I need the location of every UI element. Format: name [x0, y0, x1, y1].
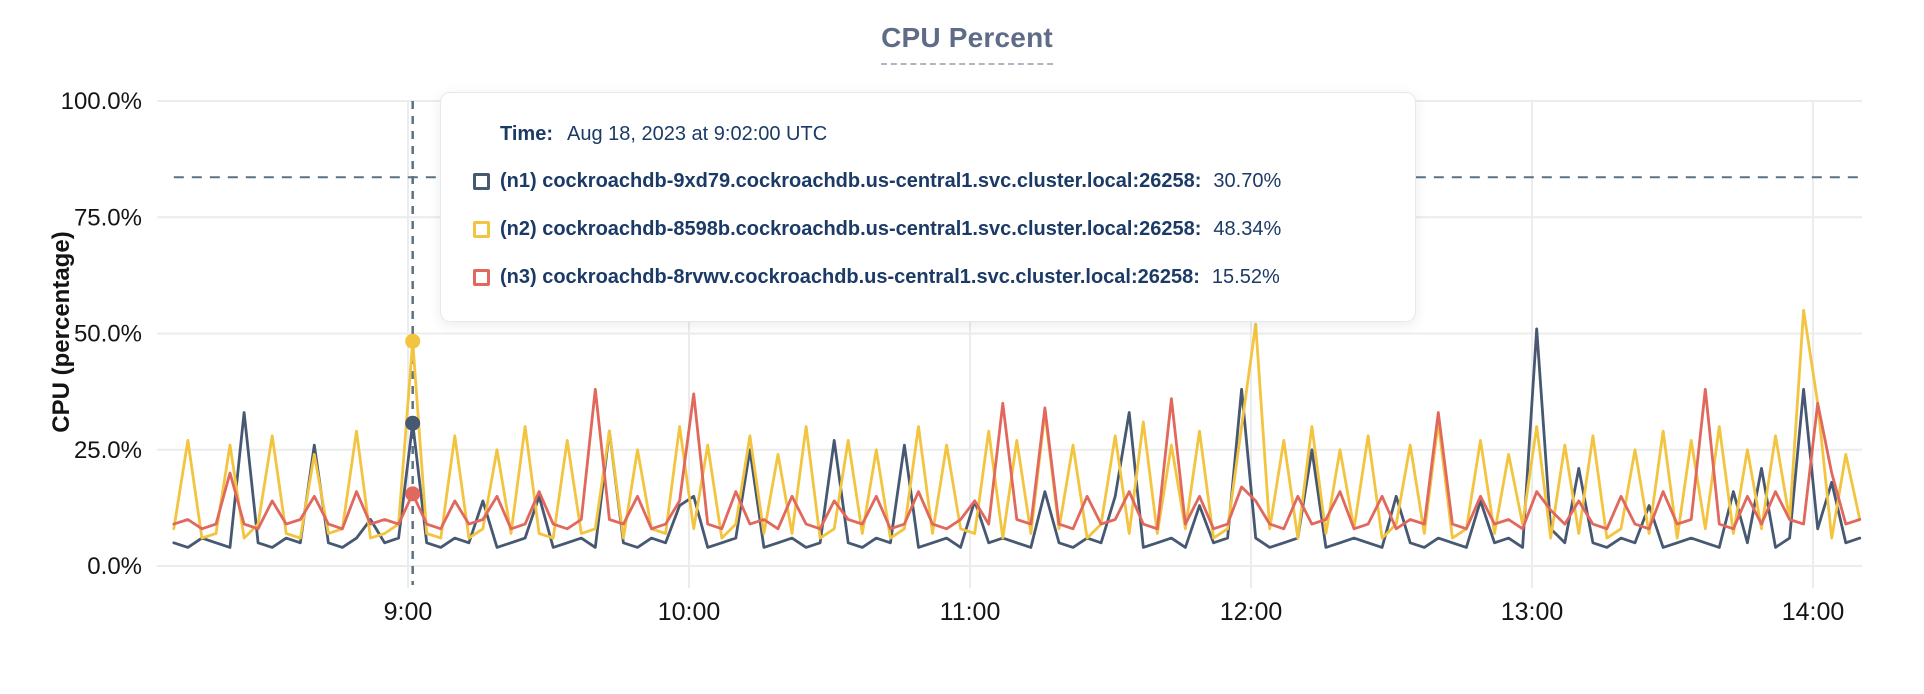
series-n3-swatch-icon: [473, 269, 490, 286]
y-axis-tick-label: 50.0%: [74, 321, 142, 348]
chart-hover-tooltip: Time: Aug 18, 2023 at 9:02:00 UTC (n1) c…: [440, 92, 1416, 322]
series-n1-swatch-icon: [473, 173, 490, 190]
y-axis-tick-label: 100.0%: [61, 88, 142, 115]
tooltip-series-row-n1: (n1) cockroachdb-9xd79.cockroachdb.us-ce…: [473, 170, 1383, 193]
x-axis-tick-label: 10:00: [658, 598, 721, 626]
series-n2-swatch-icon: [473, 221, 490, 238]
hover-point-n3: [405, 486, 421, 502]
series-line-n2[interactable]: [172, 308, 1862, 540]
series-n2-value: 48.34%: [1213, 218, 1282, 240]
series-n1-value: 30.70%: [1213, 170, 1282, 192]
x-axis-tick-label: 12:00: [1220, 598, 1283, 626]
tooltip-series-row-n3: (n3) cockroachdb-8rvwv.cockroachdb.us-ce…: [473, 266, 1383, 289]
series-n1-label: (n1) cockroachdb-9xd79.cockroachdb.us-ce…: [500, 170, 1202, 192]
tooltip-time-row: Time: Aug 18, 2023 at 9:02:00 UTC: [500, 123, 1383, 146]
x-axis-tick-label: 13:00: [1501, 598, 1564, 626]
series-n2-label: (n2) cockroachdb-8598b.cockroachdb.us-ce…: [500, 218, 1202, 240]
series-n3-value: 15.52%: [1211, 266, 1280, 288]
y-axis-tick-label: 75.0%: [74, 204, 142, 231]
tooltip-time-label: Time:: [500, 123, 553, 145]
hover-point-n2: [405, 333, 421, 349]
x-axis-tick-label: 14:00: [1782, 598, 1845, 626]
y-axis-tick-label: 25.0%: [74, 437, 142, 464]
tooltip-series-row-n2: (n2) cockroachdb-8598b.cockroachdb.us-ce…: [473, 218, 1383, 241]
x-axis-tick-label: 9:00: [384, 598, 433, 626]
tooltip-time-value: Aug 18, 2023 at 9:02:00 UTC: [566, 123, 828, 145]
series-line-n1[interactable]: [172, 327, 1862, 549]
x-axis-tick-label: 11:00: [940, 598, 1001, 626]
series-n3-label: (n3) cockroachdb-8rvwv.cockroachdb.us-ce…: [500, 266, 1200, 288]
chart-title: CPU Percent: [881, 22, 1053, 65]
series-line-n3[interactable]: [172, 387, 1862, 531]
hover-point-n1: [405, 415, 421, 431]
y-axis-tick-label: 0.0%: [87, 553, 142, 580]
